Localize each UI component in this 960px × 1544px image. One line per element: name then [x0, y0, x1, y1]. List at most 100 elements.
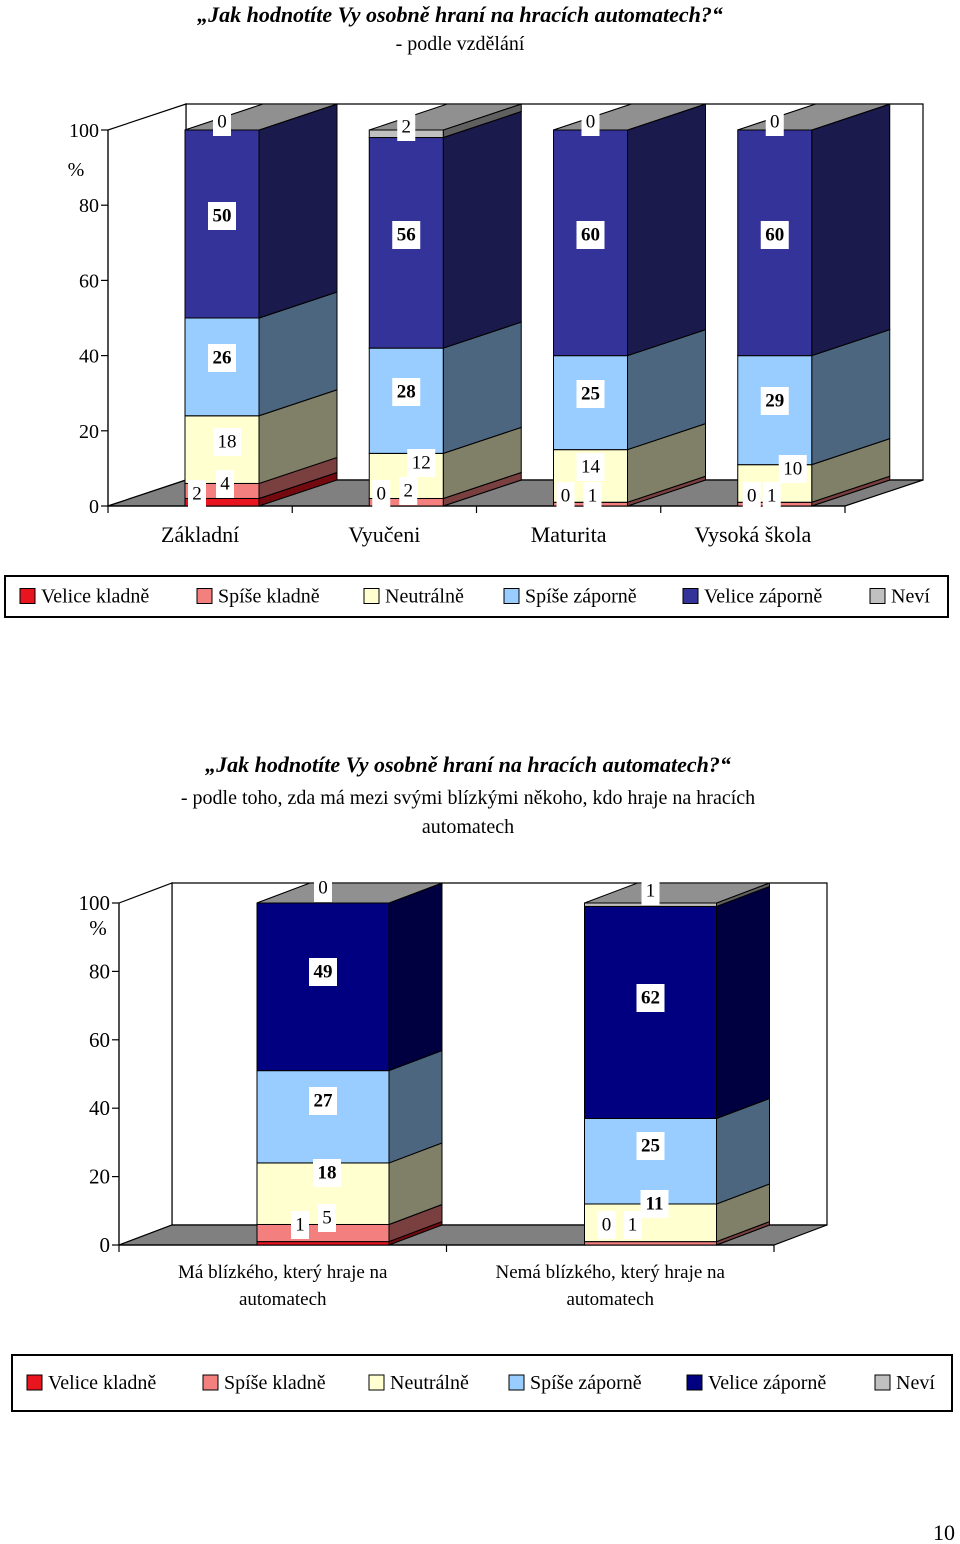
chart-2-title: „Jak hodnotíte Vy osobně hraní na hracíc…	[205, 752, 731, 777]
chart-1-legend-label-velice-zaporne: Velice záporně	[704, 586, 822, 608]
chart-1-label-vyuceni-velice-zaporne: 56	[392, 221, 421, 249]
chart-2-y-tick-label-2: 40	[89, 1096, 110, 1120]
chart-1-label-zakladni-spise-zaporne-text: 26	[213, 348, 232, 369]
chart-1-bar-vysoka-skola-velice-zaporne	[737, 103, 891, 357]
chart-1-legend-label-neutralne: Neutrálně	[385, 586, 464, 608]
chart-2-legend-swatch-nevi	[874, 1374, 891, 1391]
chart-1-label-maturita-spise-kladne-bg	[583, 482, 602, 510]
chart-2-label-nema-blizkeho-ktery-hraj-spise-zaporne-bg	[636, 1132, 665, 1160]
chart-1-legend-box	[4, 575, 949, 618]
chart-1-legend-label-spise-kladne: Spíše kladně	[218, 586, 320, 608]
chart-1-label-maturita-spise-kladne: 1	[583, 482, 602, 510]
chart-1-label-vyuceni-velice-kladne: 0	[372, 480, 391, 508]
chart-2-legend: Velice kladně Spíše kladně Neutrálně Spíše …	[11, 1354, 953, 1412]
chart-2-label-nema-blizkeho-ktery-hraj-neutralne-bg	[640, 1190, 669, 1218]
chart-1-label-vyuceni-spise-zaporne-text: 28	[397, 382, 416, 403]
chart-1-label-vysoka-skola-neutralne-text: 10	[783, 459, 802, 480]
chart-1-category-label-0: Základní	[161, 522, 239, 547]
chart-1-label-zakladni-spise-kladne-text: 4	[220, 474, 230, 495]
chart-1-y-tick-label-2: 40	[79, 346, 99, 368]
chart-2-label-nema-blizkeho-ktery-hraj-velice-kladne: 0	[597, 1211, 616, 1239]
chart-1-legend-swatch-spise-zaporne	[503, 588, 520, 604]
chart-2-legend-swatch-spise-zaporne	[508, 1374, 525, 1391]
chart-2-label-ma-blizkeho-ktery-hraje--spise-zaporne-text: 27	[314, 1091, 334, 1112]
chart-2-label-ma-blizkeho-ktery-hraje--spise-zaporne: 27	[309, 1087, 337, 1115]
chart-2-category-label-1-line-1: Nemá blízkého, který hraje na	[496, 1262, 726, 1283]
chart-1-legend-swatch-nevi	[869, 588, 886, 604]
chart-2-bar-nema-blizkeho-ktery-hraj-velice-zaporne-front	[584, 905, 717, 1119]
chart-2-side-wall	[118, 882, 173, 1246]
chart-2-legend-item-neutralne: Neutrálně	[368, 1372, 469, 1394]
chart-1-title: „Jak hodnotíte Vy osobně hraní na hracíc…	[197, 2, 723, 27]
chart-2-label-nema-blizkeho-ktery-hraj-spise-kladne-text: 1	[628, 1215, 638, 1236]
chart-2-legend-box	[11, 1354, 953, 1412]
chart-1-label-vysoka-skola-velice-kladne: 0	[742, 482, 761, 510]
chart-1-label-zakladni-neutralne-text: 18	[218, 432, 237, 453]
chart-1-label-vyuceni-spise-kladne-bg	[399, 477, 418, 505]
chart-2-legend-item-spise-kladne: Spíše kladně	[202, 1372, 326, 1394]
chart-2-label-nema-blizkeho-ktery-hraj-velice-kladne-bg	[597, 1211, 616, 1239]
chart-1-y-tick-label-4: 80	[79, 195, 99, 217]
chart-2-bar-nema-blizkeho-ktery-hraj-spise-kladne-front	[584, 1241, 717, 1246]
chart-1-label-maturita-neutralne-bg	[576, 453, 605, 481]
chart-2-y-tick-label-1: 20	[89, 1165, 110, 1189]
chart-1: „Jak hodnotíte Vy osobně hraní na hracíc…	[4, 2, 949, 618]
chart-1-label-zakladni-velice-zaporne-text: 50	[213, 206, 232, 227]
chart-1-label-zakladni-velice-kladne-text: 2	[192, 484, 202, 505]
chart-1-label-maturita-velice-zaporne: 60	[576, 221, 605, 249]
chart-2-legend-label-velice-kladne: Velice kladně	[48, 1372, 156, 1394]
chart-1-label-vysoka-skola-spise-zaporne-bg	[760, 387, 789, 415]
chart-2-legend-item-velice-kladne: Velice kladně	[26, 1372, 156, 1394]
chart-1-label-vysoka-skola-neutralne-bg	[778, 455, 807, 483]
chart-1-label-vyuceni-neutralne-bg	[407, 449, 436, 477]
chart-2-label-nema-blizkeho-ktery-hraj-spise-kladne-bg	[623, 1211, 642, 1239]
chart-2-legend-label-spise-kladne: Spíše kladně	[224, 1372, 326, 1394]
chart-1-legend-swatch-velice-zaporne	[682, 588, 699, 604]
chart-1-label-maturita-velice-zaporne-bg	[576, 221, 605, 249]
chart-1-legend-swatch-spise-kladne	[196, 588, 213, 604]
chart-2-label-ma-blizkeho-ktery-hraje--velice-zaporne: 49	[309, 958, 337, 986]
chart-1-label-zakladni-velice-zaporne-bg	[208, 202, 236, 230]
chart-2-category-label-0-line-1: Má blízkého, který hraje na	[178, 1262, 388, 1283]
chart-1-bars	[184, 103, 891, 507]
chart-2-y-tick-label-3: 60	[89, 1028, 110, 1052]
chart-1-label-zakladni-neutralne-bg	[213, 428, 241, 456]
chart-1-label-maturita-velice-kladne: 0	[556, 482, 575, 510]
chart-1-label-zakladni-spise-zaporne: 26	[208, 344, 236, 372]
chart-2-label-nema-blizkeho-ktery-hraj-spise-zaporne: 25	[636, 1132, 665, 1160]
chart-2-legend-label-neutralne: Neutrálně	[390, 1372, 469, 1394]
chart-1-legend: Velice kladně Spíše kladně Neutrálně Spíše …	[4, 575, 949, 618]
chart-2-bar-ma-blizkeho-ktery-hraje--velice-zaporne-side	[388, 882, 443, 1072]
chart-2-bar-ma-blizkeho-ktery-hraje--velice-zaporne	[256, 882, 443, 1072]
chart-1-legend-item-velice-zaporne: Velice záporně	[682, 586, 822, 608]
chart-2-label-ma-blizkeho-ktery-hraje--nevi-bg	[314, 874, 332, 902]
chart-1-label-maturita-nevi-text: 0	[586, 112, 596, 133]
chart-1-legend-label-nevi: Neví	[891, 586, 930, 608]
chart-2-legend-swatch-neutralne	[368, 1374, 385, 1391]
chart-2-bar-ma-blizkeho-ktery-hraje--spise-zaporne-front	[256, 1070, 390, 1164]
chart-1-label-vysoka-skola-spise-zaporne-text: 29	[765, 391, 784, 412]
chart-1-legend-swatch-velice-kladne	[19, 588, 36, 604]
chart-1-label-vysoka-skola-spise-kladne-bg	[762, 482, 781, 510]
chart-2-label-ma-blizkeho-ktery-hraje--neutralne-bg	[313, 1159, 341, 1187]
chart-1-label-maturita-velice-zaporne-text: 60	[581, 225, 600, 246]
chart-1-bar-vysoka-skola-velice-zaporne-side	[811, 103, 891, 357]
chart-2-label-ma-blizkeho-ktery-hraje--spise-kladne-bg	[318, 1204, 336, 1232]
chart-1-label-vysoka-skola-velice-zaporne-text: 60	[765, 225, 784, 246]
chart-1-label-zakladni-velice-kladne-bg	[188, 480, 206, 508]
chart-2-legend-item-spise-zaporne: Spíše záporně	[508, 1372, 642, 1394]
chart-2-y-unit: %	[89, 916, 107, 940]
chart-2-subtitle-line-1: - podle toho, zda má mezi svými blízkými…	[181, 787, 755, 809]
chart-1-label-vyuceni-nevi-text: 2	[402, 117, 412, 138]
chart-1-label-vysoka-skola-neutralne: 10	[778, 455, 807, 483]
chart-2-bar-nema-blizkeho-ktery-hraj-velice-zaporne-side	[716, 885, 770, 1120]
chart-1-label-zakladni-nevi-text: 0	[217, 112, 227, 133]
chart-1-label-zakladni-neutralne: 18	[213, 428, 241, 456]
chart-1-label-vyuceni-velice-zaporne-text: 56	[397, 225, 416, 246]
chart-2-bar-ma-blizkeho-ktery-hraje--velice-kladne-front	[256, 1241, 390, 1246]
chart-2-label-ma-blizkeho-ktery-hraje--spise-zaporne-bg	[309, 1087, 337, 1115]
chart-1-label-zakladni-spise-kladne-bg	[216, 470, 234, 498]
chart-1-label-maturita-spise-zaporne: 25	[576, 380, 605, 408]
chart-2-label-ma-blizkeho-ktery-hraje--velice-zaporne-bg	[309, 958, 337, 986]
